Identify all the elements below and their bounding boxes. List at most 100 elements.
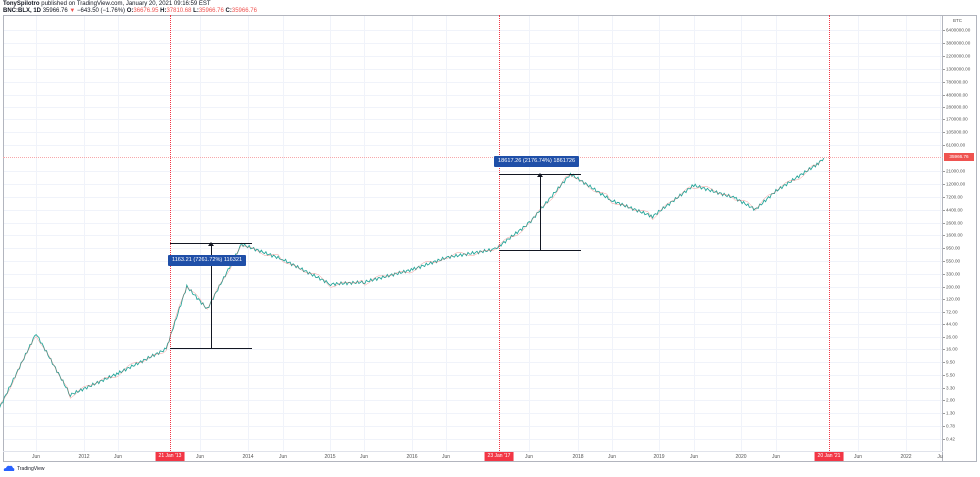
y-axis-label: 2200000.00	[946, 53, 971, 59]
y-tick	[943, 400, 945, 401]
y-tick	[943, 145, 945, 146]
y-tick	[943, 388, 945, 389]
y-axis-label: 2.00	[946, 397, 955, 403]
v-gridline	[283, 15, 284, 451]
currency-unit: BTC	[953, 18, 962, 23]
arrow-up-icon	[537, 173, 543, 177]
measure-bottom-line[interactable]	[170, 348, 252, 349]
v-gridline	[36, 15, 37, 451]
y-tick	[943, 248, 945, 249]
y-tick	[943, 171, 945, 172]
date-marker-badge: 20 Jan '21	[814, 452, 844, 461]
y-tick	[943, 375, 945, 376]
y-tick	[943, 287, 945, 288]
h-gridline	[3, 184, 943, 185]
y-axis-label: 950.00	[946, 245, 961, 251]
h-gridline	[3, 439, 943, 440]
y-tick	[943, 95, 945, 96]
y-axis-label: 1.30	[946, 410, 955, 416]
low-label: L:	[193, 8, 199, 14]
x-axis-label: 2020	[735, 454, 747, 460]
h-gridline	[3, 107, 943, 108]
date-marker-line[interactable]	[499, 15, 500, 451]
y-tick	[943, 337, 945, 338]
date-marker-line[interactable]	[829, 15, 830, 451]
arrow-up-icon	[208, 242, 214, 246]
v-gridline	[200, 15, 201, 451]
h-gridline	[3, 95, 943, 96]
close-value: 35966.76	[231, 8, 257, 14]
author[interactable]: TonySpilotro	[3, 1, 40, 7]
h-gridline	[3, 82, 943, 83]
y-axis-label: 2600.00	[946, 220, 963, 226]
x-axis-label: Jun	[607, 454, 617, 460]
y-tick	[943, 349, 945, 350]
last-price-line	[3, 157, 943, 159]
x-axis-label: 2015	[324, 454, 336, 460]
h-gridline	[3, 375, 943, 376]
x-axis-label: Jun	[771, 454, 781, 460]
change: −643.50 (−1.76%)	[77, 8, 126, 14]
h-gridline	[3, 235, 943, 236]
measure-bottom-line[interactable]	[499, 250, 581, 251]
h-gridline	[3, 426, 943, 427]
last-price: 35966.76	[42, 8, 68, 14]
v-gridline	[858, 15, 859, 451]
h-gridline	[3, 312, 943, 313]
h-gridline	[3, 287, 943, 288]
measure-arrow[interactable]	[540, 174, 541, 250]
y-axis-label: 26.00	[946, 334, 958, 340]
h-gridline	[3, 324, 943, 325]
y-axis-label: 9.50	[946, 359, 955, 365]
high-label: H:	[160, 8, 167, 14]
x-axis-label: Jun	[359, 454, 369, 460]
x-axis-label: Jun	[853, 454, 863, 460]
y-tick	[943, 413, 945, 414]
date-marker-line[interactable]	[170, 15, 171, 451]
v-gridline	[412, 15, 413, 451]
v-gridline	[84, 15, 85, 451]
price-axis[interactable]	[943, 15, 977, 462]
v-gridline	[578, 15, 579, 451]
y-axis-label: 4400.00	[946, 207, 963, 213]
measure-arrow[interactable]	[211, 243, 212, 348]
y-tick	[943, 261, 945, 262]
header-line-1: TonySpilotro published on TradingView.co…	[3, 1, 211, 7]
x-axis-label: Jun	[113, 454, 123, 460]
y-axis-label: 120.00	[946, 296, 961, 302]
h-gridline	[3, 400, 943, 401]
h-gridline	[3, 388, 943, 389]
x-axis-label: Jun	[441, 454, 451, 460]
v-gridline	[330, 15, 331, 451]
h-gridline	[3, 261, 943, 262]
y-axis-label: 3.30	[946, 385, 955, 391]
x-axis-label: 2018	[572, 454, 584, 460]
y-axis-label: 5.50	[946, 372, 955, 378]
time-axis[interactable]	[3, 451, 943, 463]
x-axis-label: 2014	[242, 454, 254, 460]
open-label: O:	[126, 8, 134, 14]
h-gridline	[3, 171, 943, 172]
y-axis-label: 170000.00	[946, 116, 968, 122]
h-gridline	[3, 299, 943, 300]
y-axis-label: 21000.00	[946, 168, 966, 174]
y-tick	[943, 426, 945, 427]
x-axis-label: 2022	[900, 454, 912, 460]
y-tick	[943, 210, 945, 211]
y-axis-label: 200.00	[946, 284, 961, 290]
v-gridline	[612, 15, 613, 451]
chart-pane[interactable]	[3, 15, 943, 462]
x-axis-label: Jun	[689, 454, 699, 460]
h-gridline	[3, 119, 943, 120]
y-axis-label: 44.00	[946, 321, 958, 327]
y-axis-label: 3800000.00	[946, 40, 971, 46]
open-value: 36676.95	[133, 8, 159, 14]
v-gridline	[776, 15, 777, 451]
y-tick	[943, 119, 945, 120]
y-tick	[943, 223, 945, 224]
v-gridline	[659, 15, 660, 451]
h-gridline	[3, 43, 943, 44]
high-value: 37810.68	[166, 8, 192, 14]
y-axis-label: 480000.00	[946, 92, 968, 98]
